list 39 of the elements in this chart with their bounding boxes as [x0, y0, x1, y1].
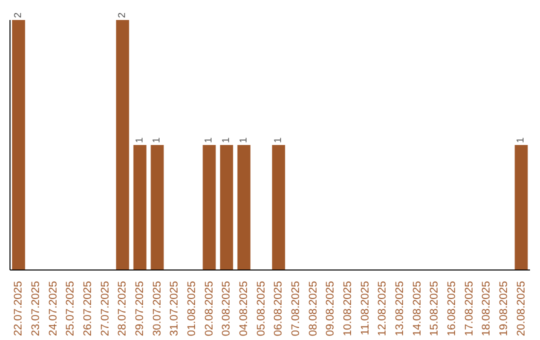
- data-label: 1: [204, 137, 215, 143]
- data-label: 2: [117, 12, 128, 18]
- x-tick-label: 27.07.2025: [99, 281, 112, 336]
- x-tick-label: 30.07.2025: [151, 281, 164, 336]
- x-tick-label: 19.08.2025: [498, 281, 510, 336]
- data-label: 2: [13, 12, 24, 18]
- x-tick-label: 31.07.2025: [168, 281, 181, 336]
- data-label: 1: [238, 137, 250, 143]
- x-tick-label: 01.08.2025: [186, 281, 198, 336]
- x-tick-label: 02.08.2025: [203, 281, 216, 336]
- x-tick-label: 24.07.2025: [47, 281, 60, 336]
- x-tick-label: 07.08.2025: [290, 281, 302, 336]
- x-tick-label: 13.08.2025: [394, 281, 406, 336]
- x-tick-label: 17.08.2025: [463, 281, 476, 336]
- data-label: 1: [516, 137, 527, 143]
- x-tick-label: 15.08.2025: [428, 281, 441, 336]
- x-tick-label: 08.08.2025: [307, 281, 320, 336]
- data-label: 1: [152, 137, 163, 143]
- x-tick-label: 25.07.2025: [64, 281, 77, 336]
- x-tick-label: 23.07.2025: [30, 281, 42, 336]
- x-tick-label: 20.08.2025: [515, 281, 528, 336]
- x-tick-label: 05.08.2025: [255, 281, 268, 336]
- x-tick-label: 11.08.2025: [359, 281, 372, 336]
- data-label: 1: [273, 137, 284, 143]
- x-tick-label: 28.07.2025: [116, 281, 129, 336]
- x-tick-label: 18.08.2025: [480, 281, 493, 336]
- x-tick-label: 26.07.2025: [82, 281, 94, 336]
- x-tick-label: 16.08.2025: [446, 281, 458, 336]
- x-tick-label: 10.08.2025: [342, 281, 354, 336]
- data-label: 1: [134, 137, 146, 143]
- data-label: 1: [221, 137, 232, 143]
- x-tick-label: 12.08.2025: [376, 281, 389, 336]
- x-tick-label: 29.07.2025: [134, 281, 146, 336]
- x-tick-label: 04.08.2025: [238, 281, 250, 336]
- x-tick-label: 22.07.2025: [12, 281, 25, 336]
- x-tick-label: 09.08.2025: [324, 281, 337, 336]
- x-tick-label: 03.08.2025: [220, 281, 233, 336]
- x-tick-label: 06.08.2025: [272, 281, 285, 336]
- x-tick-label: 14.08.2025: [411, 281, 424, 336]
